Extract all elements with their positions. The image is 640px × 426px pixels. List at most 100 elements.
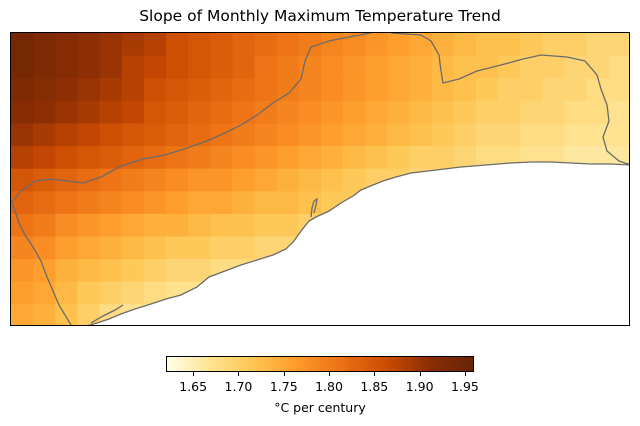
- grid-cell: [232, 259, 256, 283]
- grid-cell: [542, 123, 566, 147]
- grid-cell: [77, 191, 101, 215]
- colorbar-tick-label: 1.95: [451, 379, 479, 394]
- grid-cell: [409, 146, 433, 170]
- grid-cell: [143, 123, 167, 147]
- grid-cell: [77, 259, 101, 283]
- grid-cell: [321, 236, 344, 260]
- grid-cell: [542, 304, 566, 325]
- grid-cell: [365, 78, 389, 102]
- grid-cell: [608, 100, 629, 125]
- grid-cell: [498, 304, 521, 325]
- grid-cell: [586, 259, 610, 283]
- grid-cell: [498, 33, 521, 57]
- grid-cell: [564, 191, 588, 215]
- colorbar-tick: [193, 372, 195, 376]
- grid-cell: [409, 100, 433, 125]
- grid-cell: [542, 236, 566, 260]
- grid-cell: [343, 213, 366, 238]
- grid-cell: [298, 236, 322, 260]
- grid-cell: [77, 281, 101, 305]
- grid-cell: [476, 168, 499, 192]
- grid-cell: [121, 191, 145, 215]
- grid-cell: [276, 55, 300, 79]
- grid-cell: [409, 55, 433, 79]
- grid-cell: [387, 213, 411, 238]
- northern-boundary: [11, 33, 372, 204]
- colorbar: [166, 356, 474, 372]
- grid-cell: [365, 146, 389, 170]
- boundary-lines: [11, 33, 629, 325]
- grid-cell: [387, 259, 411, 283]
- grid-cell: [608, 123, 629, 147]
- grid-cell: [564, 100, 588, 125]
- grid-cell: [298, 259, 322, 283]
- grid-cell: [188, 146, 211, 170]
- grid-cell: [321, 123, 344, 147]
- colorbar-label: °C per century: [274, 400, 366, 415]
- grid-cell: [99, 78, 123, 102]
- grid-cell: [564, 168, 588, 192]
- grid-cell: [586, 55, 610, 79]
- grid-cell: [210, 213, 234, 238]
- grid-cell: [520, 55, 544, 79]
- grid-cell: [431, 55, 455, 79]
- grid-cell: [166, 78, 189, 102]
- grid-cell: [298, 100, 322, 125]
- grid-cell: [166, 213, 189, 238]
- grid-cell: [210, 191, 234, 215]
- grid-cell: [586, 213, 610, 238]
- grid-cell: [276, 259, 300, 283]
- grid-cell: [55, 281, 79, 305]
- grid-cell: [520, 78, 544, 102]
- grid-cell: [586, 281, 610, 305]
- grid-cell: [387, 168, 411, 192]
- grid-cell: [254, 55, 278, 79]
- grid-cell: [188, 168, 211, 192]
- grid-cell: [431, 281, 455, 305]
- grid-cell: [143, 191, 167, 215]
- grid-cell: [387, 281, 411, 305]
- colorbar-tick: [283, 372, 285, 376]
- grid-cell: [77, 168, 101, 192]
- grid-cell: [77, 236, 101, 260]
- colorbar-tick-label: 1.70: [224, 379, 253, 394]
- grid-cell: [453, 78, 477, 102]
- grid-cell: [608, 281, 629, 305]
- grid-cell: [11, 213, 34, 238]
- grid-cell: [11, 100, 34, 125]
- grid-cell: [55, 168, 79, 192]
- grid-cell: [564, 123, 588, 147]
- grid-cell: [453, 33, 477, 57]
- grid-cell: [33, 33, 56, 57]
- grid-cell: [210, 168, 234, 192]
- grid-cell: [542, 146, 566, 170]
- grid-cell: [121, 259, 145, 283]
- grid-cell: [564, 304, 588, 325]
- grid-cell: [476, 304, 499, 325]
- grid-cell: [586, 191, 610, 215]
- grid-cell: [11, 236, 34, 260]
- grid-cell: [166, 168, 189, 192]
- grid-cell: [387, 304, 411, 325]
- coastal-spit: [90, 304, 124, 324]
- colorbar-tick: [329, 372, 331, 376]
- grid-cell: [453, 259, 477, 283]
- grid-cell: [476, 78, 499, 102]
- grid-cell: [276, 146, 300, 170]
- grid-cell: [476, 146, 499, 170]
- grid-cell: [143, 55, 167, 79]
- grid-cell: [343, 304, 366, 325]
- grid-cell: [254, 78, 278, 102]
- grid-cell: [476, 100, 499, 125]
- map-panel[interactable]: [10, 32, 630, 326]
- colorbar-tick-label: 1.75: [269, 379, 298, 394]
- grid-cell: [608, 55, 629, 79]
- grid-cell: [365, 55, 389, 79]
- grid-cell: [77, 213, 101, 238]
- grid-cell: [121, 168, 145, 192]
- grid-cell: [520, 100, 544, 125]
- grid-cell: [55, 123, 79, 147]
- grid-cell: [476, 55, 499, 79]
- grid-cell: [586, 168, 610, 192]
- grid-cell: [77, 304, 101, 325]
